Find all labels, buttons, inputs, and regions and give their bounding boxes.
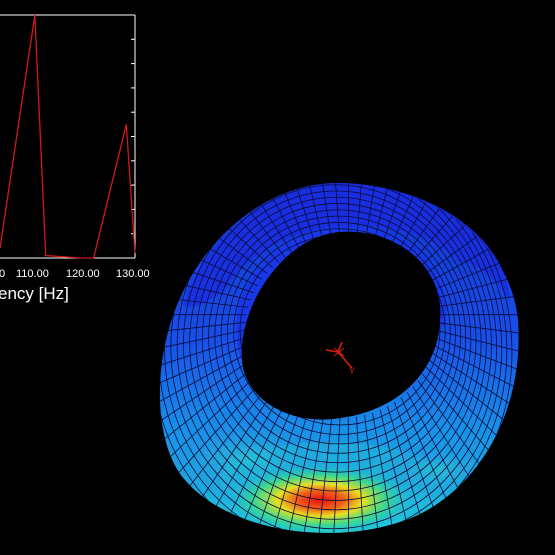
mesh-spoke	[387, 182, 428, 254]
tire-mesh-body	[159, 182, 519, 533]
mesh-spoke	[431, 295, 516, 308]
x-tick-label: 110.00	[16, 268, 49, 280]
mesh-spoke	[400, 397, 455, 517]
mesh-spoke	[159, 359, 251, 426]
mesh-spoke	[315, 417, 333, 533]
mesh-spoke	[331, 182, 341, 243]
mesh-spoke	[356, 182, 366, 244]
mesh-spoke	[159, 352, 249, 408]
mesh-spoke	[417, 228, 488, 280]
mesh-spoke	[159, 329, 246, 353]
mesh-spoke	[159, 366, 255, 444]
mesh-spoke	[433, 344, 519, 390]
x-tick-label: 0	[0, 268, 6, 280]
mesh-spoke	[412, 386, 478, 491]
mesh-ring	[159, 182, 513, 533]
mesh-spoke	[298, 416, 324, 533]
mesh-spoke	[176, 380, 263, 476]
mesh-ring	[164, 182, 503, 533]
mesh-spoke	[364, 182, 382, 246]
mesh-spoke	[434, 321, 519, 334]
mesh-spoke	[379, 182, 413, 251]
mesh-spoke	[266, 182, 308, 248]
mesh-spoke	[167, 373, 259, 460]
mesh-spoke	[209, 397, 280, 517]
mesh-spoke	[422, 244, 497, 287]
mesh-spoke	[429, 278, 511, 301]
mesh-spoke	[159, 337, 246, 372]
mesh-spoke	[186, 386, 268, 491]
mesh-spoke	[282, 182, 316, 246]
mesh-spoke	[421, 373, 497, 460]
mesh-spoke	[159, 321, 246, 334]
mesh-spoke	[425, 260, 505, 294]
mesh-spoke	[434, 337, 519, 372]
mesh-spoke	[417, 380, 488, 476]
mesh-spoke	[298, 182, 324, 244]
mesh-spoke	[282, 414, 316, 533]
mesh-spoke	[315, 182, 333, 243]
mesh-spoke	[222, 401, 286, 529]
x-axis-title: ency [Hz]	[0, 284, 69, 303]
mesh-spoke	[434, 329, 519, 353]
x-tick-label: 130.00	[116, 268, 150, 280]
frequency-response-plot	[0, 14, 136, 259]
mesh-spoke	[429, 359, 511, 426]
x-tick-label: 120.00	[66, 268, 100, 280]
mesh-ring	[159, 182, 508, 533]
response-curve-group	[0, 14, 136, 259]
mesh-spoke	[159, 344, 247, 390]
mesh-spoke	[356, 416, 366, 533]
mesh-spoke	[331, 417, 341, 533]
triad-y-label: Y	[349, 366, 355, 376]
mesh-spoke	[431, 352, 516, 408]
mesh-spoke	[364, 414, 382, 533]
mesh-spoke	[236, 182, 293, 255]
mesh-spoke	[372, 182, 398, 248]
mesh-spoke	[197, 392, 274, 505]
mesh-spoke	[251, 182, 301, 251]
coordinate-triad-icon: Y	[325, 341, 355, 376]
mesh-spoke	[406, 392, 467, 505]
response-curve-line	[0, 14, 136, 259]
mesh-spoke	[425, 366, 505, 444]
mesh-spoke	[236, 406, 293, 533]
